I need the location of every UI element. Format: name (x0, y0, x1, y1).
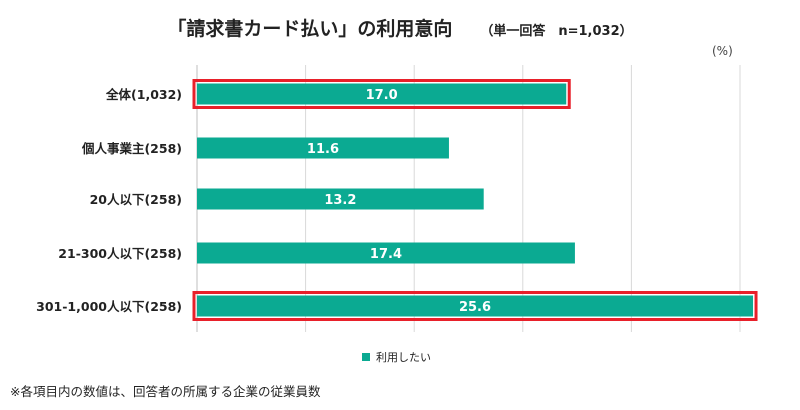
chart-title-sub: （単一回答 n=1,032） (480, 24, 633, 39)
chart-title-main: 「請求書カード払い」の利用意向 (167, 18, 453, 40)
highlight-box (192, 291, 758, 321)
bar-value-label: 17.0 (366, 88, 398, 103)
legend-label: 利用したい (376, 351, 431, 364)
bar-value-label: 13.2 (324, 193, 356, 208)
chart-title: 「請求書カード払い」の利用意向 （単一回答 n=1,032） (0, 14, 800, 41)
bar-value-label: 17.4 (370, 247, 402, 262)
category-label: 20人以下(258) (90, 192, 182, 207)
bar-chart: 17.0 全体(1,032) 11.6 個人事業主(258) 13.2 20人以下(258… (36, 65, 758, 332)
bar-value-label: 25.6 (459, 300, 491, 315)
bar (197, 242, 575, 264)
bar (197, 188, 484, 210)
bar (197, 295, 754, 317)
unit-label: (%) (712, 44, 733, 58)
bar (197, 83, 567, 105)
category-label: 全体(1,032) (105, 87, 182, 102)
category-label: 301-1,000人以下(258) (36, 299, 182, 314)
bar-value-label: 11.6 (307, 142, 339, 157)
legend-swatch (362, 353, 370, 361)
bar (197, 137, 449, 159)
category-label: 21-300人以下(258) (58, 246, 182, 261)
footnote: ※各項目内の数値は、回答者の所属する企業の従業員数 (10, 384, 321, 399)
legend: 利用したい (362, 349, 431, 365)
highlight-box (192, 79, 571, 109)
category-label: 個人事業主(258) (81, 141, 182, 156)
